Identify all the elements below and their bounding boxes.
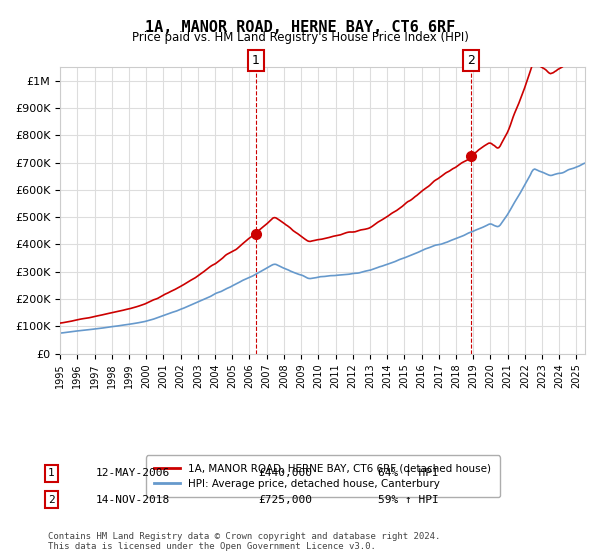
Text: 14-NOV-2018: 14-NOV-2018	[96, 494, 170, 505]
Legend: 1A, MANOR ROAD, HERNE BAY, CT6 6RF (detached house), HPI: Average price, detache: 1A, MANOR ROAD, HERNE BAY, CT6 6RF (deta…	[146, 455, 500, 497]
Text: Contains HM Land Registry data © Crown copyright and database right 2024.
This d: Contains HM Land Registry data © Crown c…	[48, 532, 440, 552]
Text: £725,000: £725,000	[258, 494, 312, 505]
Text: 1: 1	[48, 468, 55, 478]
Text: 2: 2	[467, 54, 475, 67]
Text: 12-MAY-2006: 12-MAY-2006	[96, 468, 170, 478]
Text: 1A, MANOR ROAD, HERNE BAY, CT6 6RF: 1A, MANOR ROAD, HERNE BAY, CT6 6RF	[145, 20, 455, 35]
Text: 2: 2	[48, 494, 55, 505]
Text: 64% ↑ HPI: 64% ↑ HPI	[378, 468, 439, 478]
Text: Price paid vs. HM Land Registry's House Price Index (HPI): Price paid vs. HM Land Registry's House …	[131, 31, 469, 44]
Text: 59% ↑ HPI: 59% ↑ HPI	[378, 494, 439, 505]
Text: £440,000: £440,000	[258, 468, 312, 478]
Text: 1: 1	[252, 54, 260, 67]
